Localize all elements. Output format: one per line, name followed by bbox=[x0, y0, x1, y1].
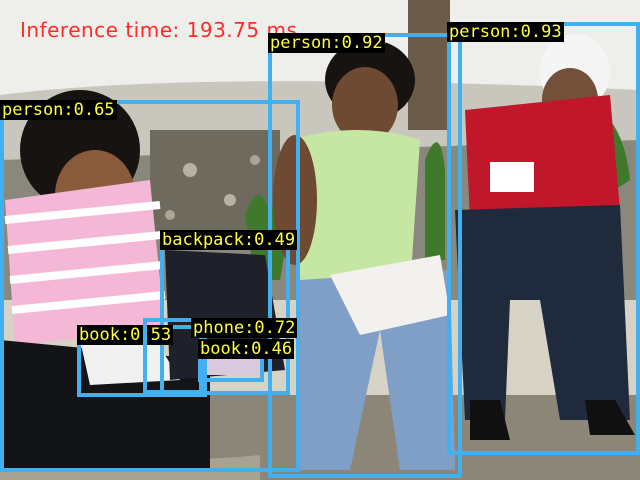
detection-label: book:0.53 bbox=[77, 325, 174, 345]
detection-box-book: book:0.53 bbox=[77, 325, 207, 397]
detection-box-book: book:0.46 bbox=[198, 339, 295, 382]
detection-box-person-left: person:0.65 bbox=[0, 100, 300, 472]
detection-label: backpack:0.49 bbox=[160, 230, 298, 250]
detection-box-phone: phone:0.72 bbox=[143, 318, 298, 394]
detection-box-person-middle: person:0.92 bbox=[268, 33, 462, 478]
detection-label: person:0.92 bbox=[268, 33, 385, 53]
detection-label: person:0.65 bbox=[0, 100, 117, 120]
detection-box-backpack: backpack:0.49 bbox=[160, 230, 298, 395]
detection-label: person:0.93 bbox=[447, 22, 564, 42]
detection-box-person-right: person:0.93 bbox=[447, 22, 640, 455]
inference-time-label: Inference time: 193.75 ms bbox=[20, 18, 298, 42]
detection-label: phone:0.72 bbox=[191, 318, 298, 338]
detection-label: book:0.46 bbox=[198, 339, 295, 359]
